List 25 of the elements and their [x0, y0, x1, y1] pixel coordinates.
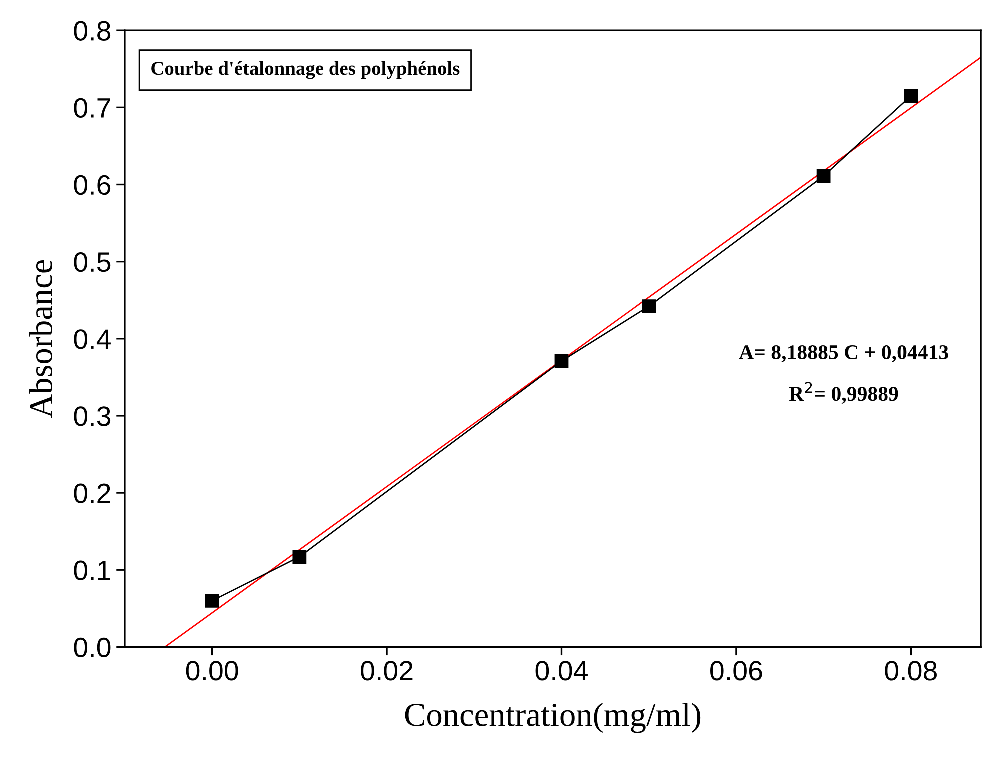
- y-tick-label: 0.8: [74, 21, 111, 41]
- x-tick-label: 0.06: [710, 661, 762, 681]
- x-tick-label: 0.02: [361, 661, 413, 681]
- y-tick-label: 0.7: [74, 98, 110, 118]
- y-tick-label: 0.5: [74, 252, 111, 272]
- y-tick-label: 0.1: [74, 560, 110, 580]
- y-tick-label: 0.3: [74, 406, 111, 426]
- point: [816, 169, 831, 184]
- annotation: Courbe d'étalonnage des polyphénols: [152, 61, 460, 80]
- point: [205, 594, 220, 608]
- x-tick-label: 0.08: [885, 661, 937, 681]
- x-tick-label: 0.04: [536, 661, 588, 681]
- point: [554, 354, 569, 368]
- annotation: R$^{2}$= 0,99889: [789, 382, 898, 404]
- y-tick-label: 0.6: [74, 175, 111, 196]
- annotation: A= 8,18885 C + 0,04413: [739, 345, 948, 363]
- point: [904, 89, 918, 104]
- y-axis-title: Absorbance: [29, 260, 53, 418]
- y-tick-label: 0.4: [74, 330, 111, 350]
- y-tick-label: 0.0: [74, 638, 111, 658]
- point: [642, 300, 656, 314]
- x-tick-label: 0.00: [186, 661, 238, 681]
- x-axis-title: Concentration(mg/ml): [405, 702, 701, 734]
- point: [292, 550, 307, 564]
- y-tick-label: 0.2: [74, 484, 110, 504]
